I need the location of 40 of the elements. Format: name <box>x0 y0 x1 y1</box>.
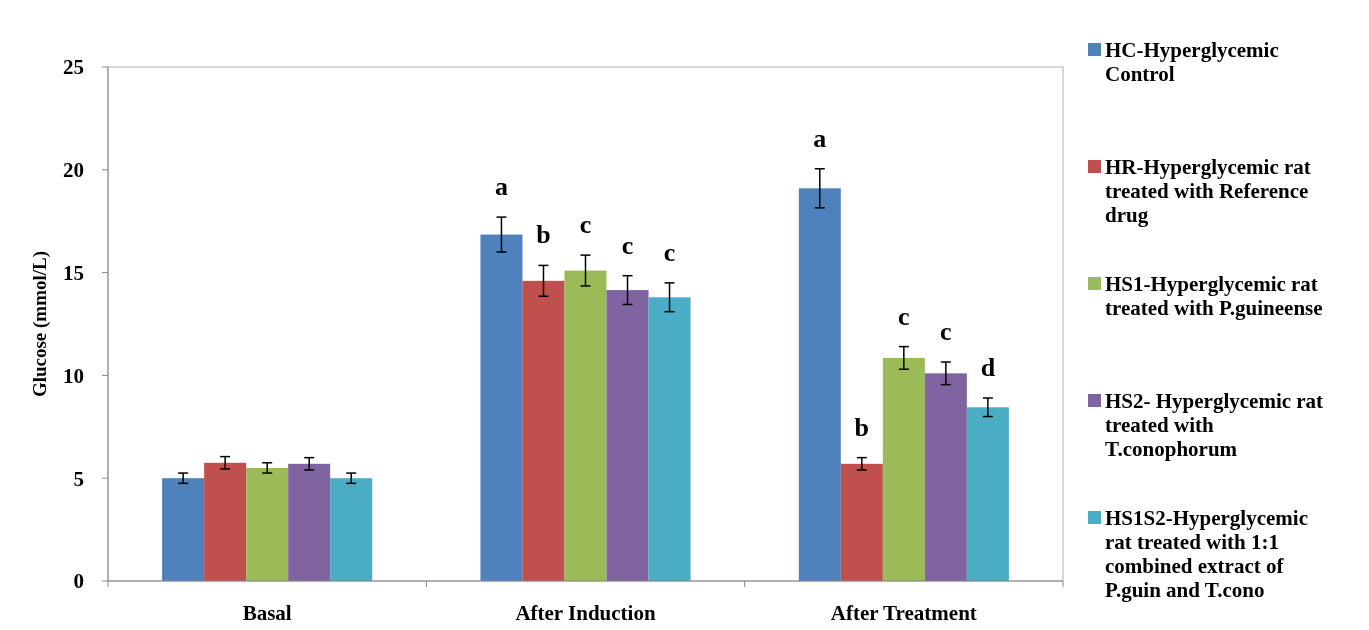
bar <box>648 297 691 581</box>
y-tick-label: 15 <box>63 260 84 285</box>
y-tick-label: 10 <box>63 363 84 388</box>
bar <box>288 463 331 581</box>
data-label: d <box>980 353 996 383</box>
bar <box>882 357 925 581</box>
legend-label: HS2- Hyperglycemic rat treated with T.conophorum <box>1105 389 1324 462</box>
bar <box>246 467 289 581</box>
data-label: c <box>663 237 676 267</box>
bar <box>330 478 373 581</box>
x-tick-label: After Treatment <box>830 601 977 625</box>
legend-label: HR-Hyperglycemic rat treated with Reference drug <box>1105 155 1311 228</box>
data-label: c <box>621 230 634 260</box>
data-label: b <box>854 412 870 442</box>
bar <box>606 290 649 581</box>
data-label: c <box>579 210 592 240</box>
bar <box>522 280 565 581</box>
data-label: a <box>494 172 508 202</box>
y-tick-label: 0 <box>73 569 84 594</box>
data-label: a <box>813 123 827 153</box>
bar <box>480 234 523 581</box>
data-label: c <box>940 317 952 347</box>
bar <box>966 407 1009 581</box>
y-axis-title: Glucose (mmol/L) <box>29 250 51 398</box>
legend-label: HC-Hyperglycemic Control <box>1105 38 1279 87</box>
bar <box>840 463 883 581</box>
x-tick-label: After Induction <box>515 601 656 625</box>
y-tick-label: 5 <box>73 466 84 491</box>
x-tick-label: Basal <box>242 601 292 625</box>
bar <box>798 188 841 581</box>
bar <box>564 270 607 581</box>
data-label: c <box>898 301 910 331</box>
bar <box>924 373 967 581</box>
bar <box>162 478 205 581</box>
legend-label: HS1-Hyperglycemic rat treated with P.guineense <box>1105 272 1323 321</box>
y-tick-label: 20 <box>63 158 84 183</box>
legend-label: HS1S2-Hyperglycemic rat treated with 1:1 combined extract of P.guin and T.cono <box>1105 506 1308 603</box>
data-label: b <box>536 220 551 250</box>
y-tick-label: 25 <box>63 55 84 80</box>
bar <box>204 462 247 581</box>
